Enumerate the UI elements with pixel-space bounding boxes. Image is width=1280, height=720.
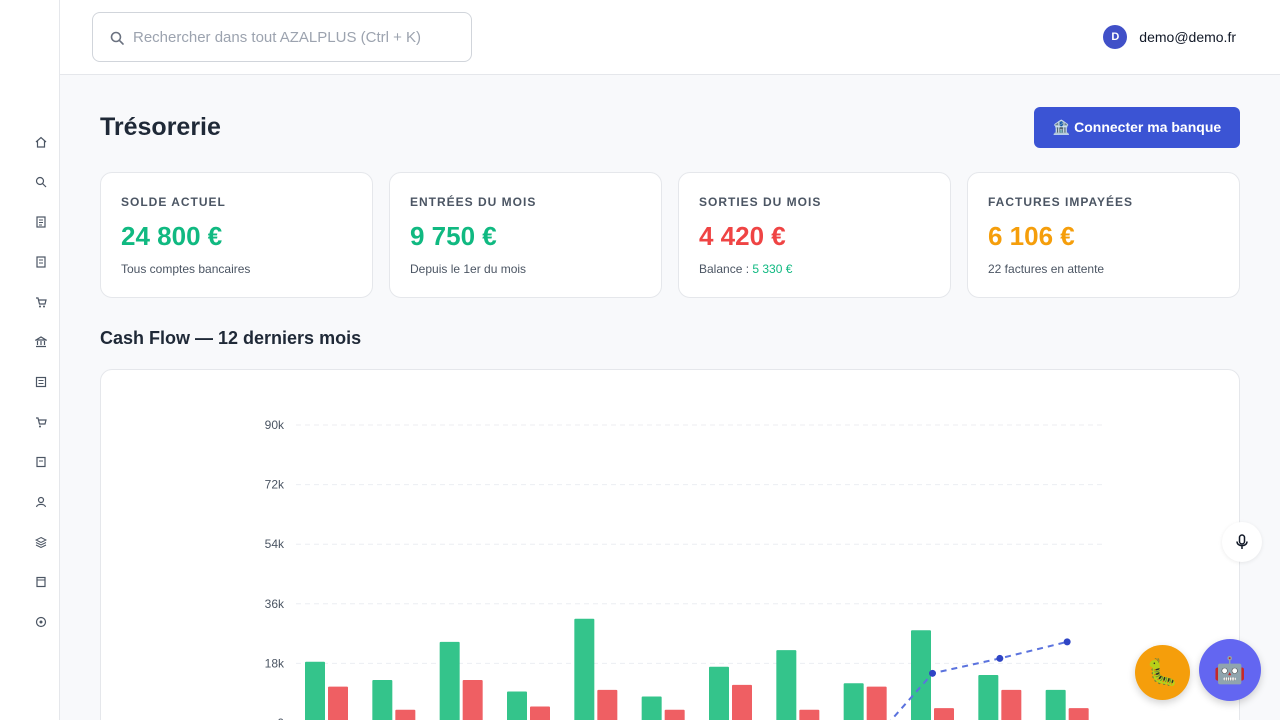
bar-outflow (530, 706, 550, 720)
basket-icon[interactable] (34, 415, 48, 429)
connect-bank-label: 🏦 Connecter ma banque (1052, 119, 1222, 135)
user-menu[interactable]: D demo@demo.fr (1103, 25, 1236, 49)
document-icon[interactable] (34, 215, 48, 229)
avatar[interactable]: D (1103, 25, 1128, 49)
microphone-icon (1236, 534, 1248, 549)
balance-point (996, 654, 1004, 662)
card-label: FACTURES IMPAYÉES (988, 195, 1134, 209)
search-icon (110, 31, 124, 45)
search-input[interactable] (93, 13, 471, 61)
card-value: 4 420 € (699, 221, 786, 251)
card-value: 24 800 € (121, 221, 223, 251)
folder-icon[interactable] (34, 575, 48, 589)
chart-title: Cash Flow — 12 derniers mois (100, 328, 362, 348)
kpi-card-entrees: ENTRÉES DU MOIS 9 750 € Depuis le 1er du… (389, 172, 662, 298)
y-tick-label: 36k (265, 597, 285, 611)
card-sub: Tous comptes bancaires (121, 262, 251, 276)
cart-icon[interactable] (34, 295, 48, 309)
y-tick-label: 0 (277, 716, 284, 720)
card-label: SORTIES DU MOIS (699, 195, 822, 209)
bar-outflow (597, 689, 618, 720)
microphone-button[interactable] (1222, 522, 1262, 562)
bar-inflow (911, 630, 931, 720)
bar-inflow (439, 641, 460, 720)
card-label: SOLDE ACTUEL (121, 195, 226, 209)
y-tick-label: 90k (265, 418, 285, 432)
bar-outflow (328, 686, 348, 720)
layers-icon[interactable] (34, 535, 48, 549)
y-tick-label: 54k (265, 537, 285, 551)
card-value: 9 750 € (410, 221, 497, 251)
card-sub: 22 factures en attente (988, 262, 1105, 276)
bar-outflow (664, 709, 685, 720)
bar-inflow (507, 691, 527, 720)
bar-outflow (799, 709, 820, 720)
settings-icon[interactable] (34, 615, 48, 629)
bar-inflow (978, 674, 999, 720)
kpi-card-sorties: SORTIES DU MOIS 4 420 € Balance : 5 330 … (678, 172, 951, 298)
kpi-card-solde: SOLDE ACTUEL 24 800 € Tous comptes banca… (100, 172, 373, 298)
balance-value: 5 330 € (752, 262, 793, 276)
card-label: ENTRÉES DU MOIS (410, 195, 537, 209)
balance-line (889, 640, 1068, 720)
kpi-card-factures: FACTURES IMPAYÉES 6 106 € 22 factures en… (967, 172, 1240, 298)
user-icon[interactable] (34, 495, 48, 509)
cashflow-chart: 90k 72k 54k 36k 18k 0 (100, 369, 1240, 720)
file-icon[interactable] (34, 455, 48, 469)
bar-inflow (305, 661, 325, 720)
bar-inflow (372, 679, 393, 720)
bar-outflow (1001, 689, 1022, 720)
bar-inflow (641, 696, 662, 720)
robot-icon: 🤖 (1213, 654, 1247, 685)
balance-point (929, 669, 936, 677)
card-value: 6 106 € (988, 221, 1075, 251)
card-sub: Depuis le 1er du mois (410, 262, 527, 276)
connect-bank-button[interactable]: 🏦 Connecter ma banque (1034, 107, 1240, 148)
y-tick-label: 72k (265, 478, 285, 492)
bar-outflow (395, 709, 416, 720)
bar-outflow (462, 679, 483, 720)
topbar: D demo@demo.fr (60, 0, 1280, 75)
home-icon[interactable] (34, 135, 48, 149)
search-box[interactable] (92, 12, 472, 62)
bug-icon: 🐛 (1146, 657, 1179, 687)
balance-point (1063, 638, 1071, 646)
bar-inflow (709, 666, 729, 720)
bug-report-button[interactable]: 🐛 (1135, 645, 1190, 700)
bar-outflow (866, 686, 887, 720)
bar-outflow (934, 708, 954, 720)
invoice-icon[interactable] (34, 255, 48, 269)
assistant-bot-button[interactable]: 🤖 (1199, 639, 1261, 701)
bar-inflow (1045, 689, 1066, 720)
bar-outflow (1068, 708, 1089, 720)
bar-inflow (843, 683, 864, 720)
balance-label: Balance : (699, 262, 753, 276)
cashflow-chart-svg: 90k 72k 54k 36k 18k 0 (265, 418, 1104, 720)
card-sub: Balance : 5 330 € (699, 262, 930, 276)
bar-inflow (574, 618, 595, 720)
list-icon[interactable] (34, 375, 48, 389)
bank-icon[interactable] (34, 335, 48, 349)
page-title: Trésorerie (100, 113, 221, 141)
y-tick-label: 18k (265, 656, 285, 670)
bar-outflow (732, 684, 752, 720)
search-icon[interactable] (34, 175, 48, 189)
sidebar (0, 0, 60, 720)
bar-inflow (776, 650, 797, 720)
user-email[interactable]: demo@demo.fr (1139, 29, 1236, 45)
